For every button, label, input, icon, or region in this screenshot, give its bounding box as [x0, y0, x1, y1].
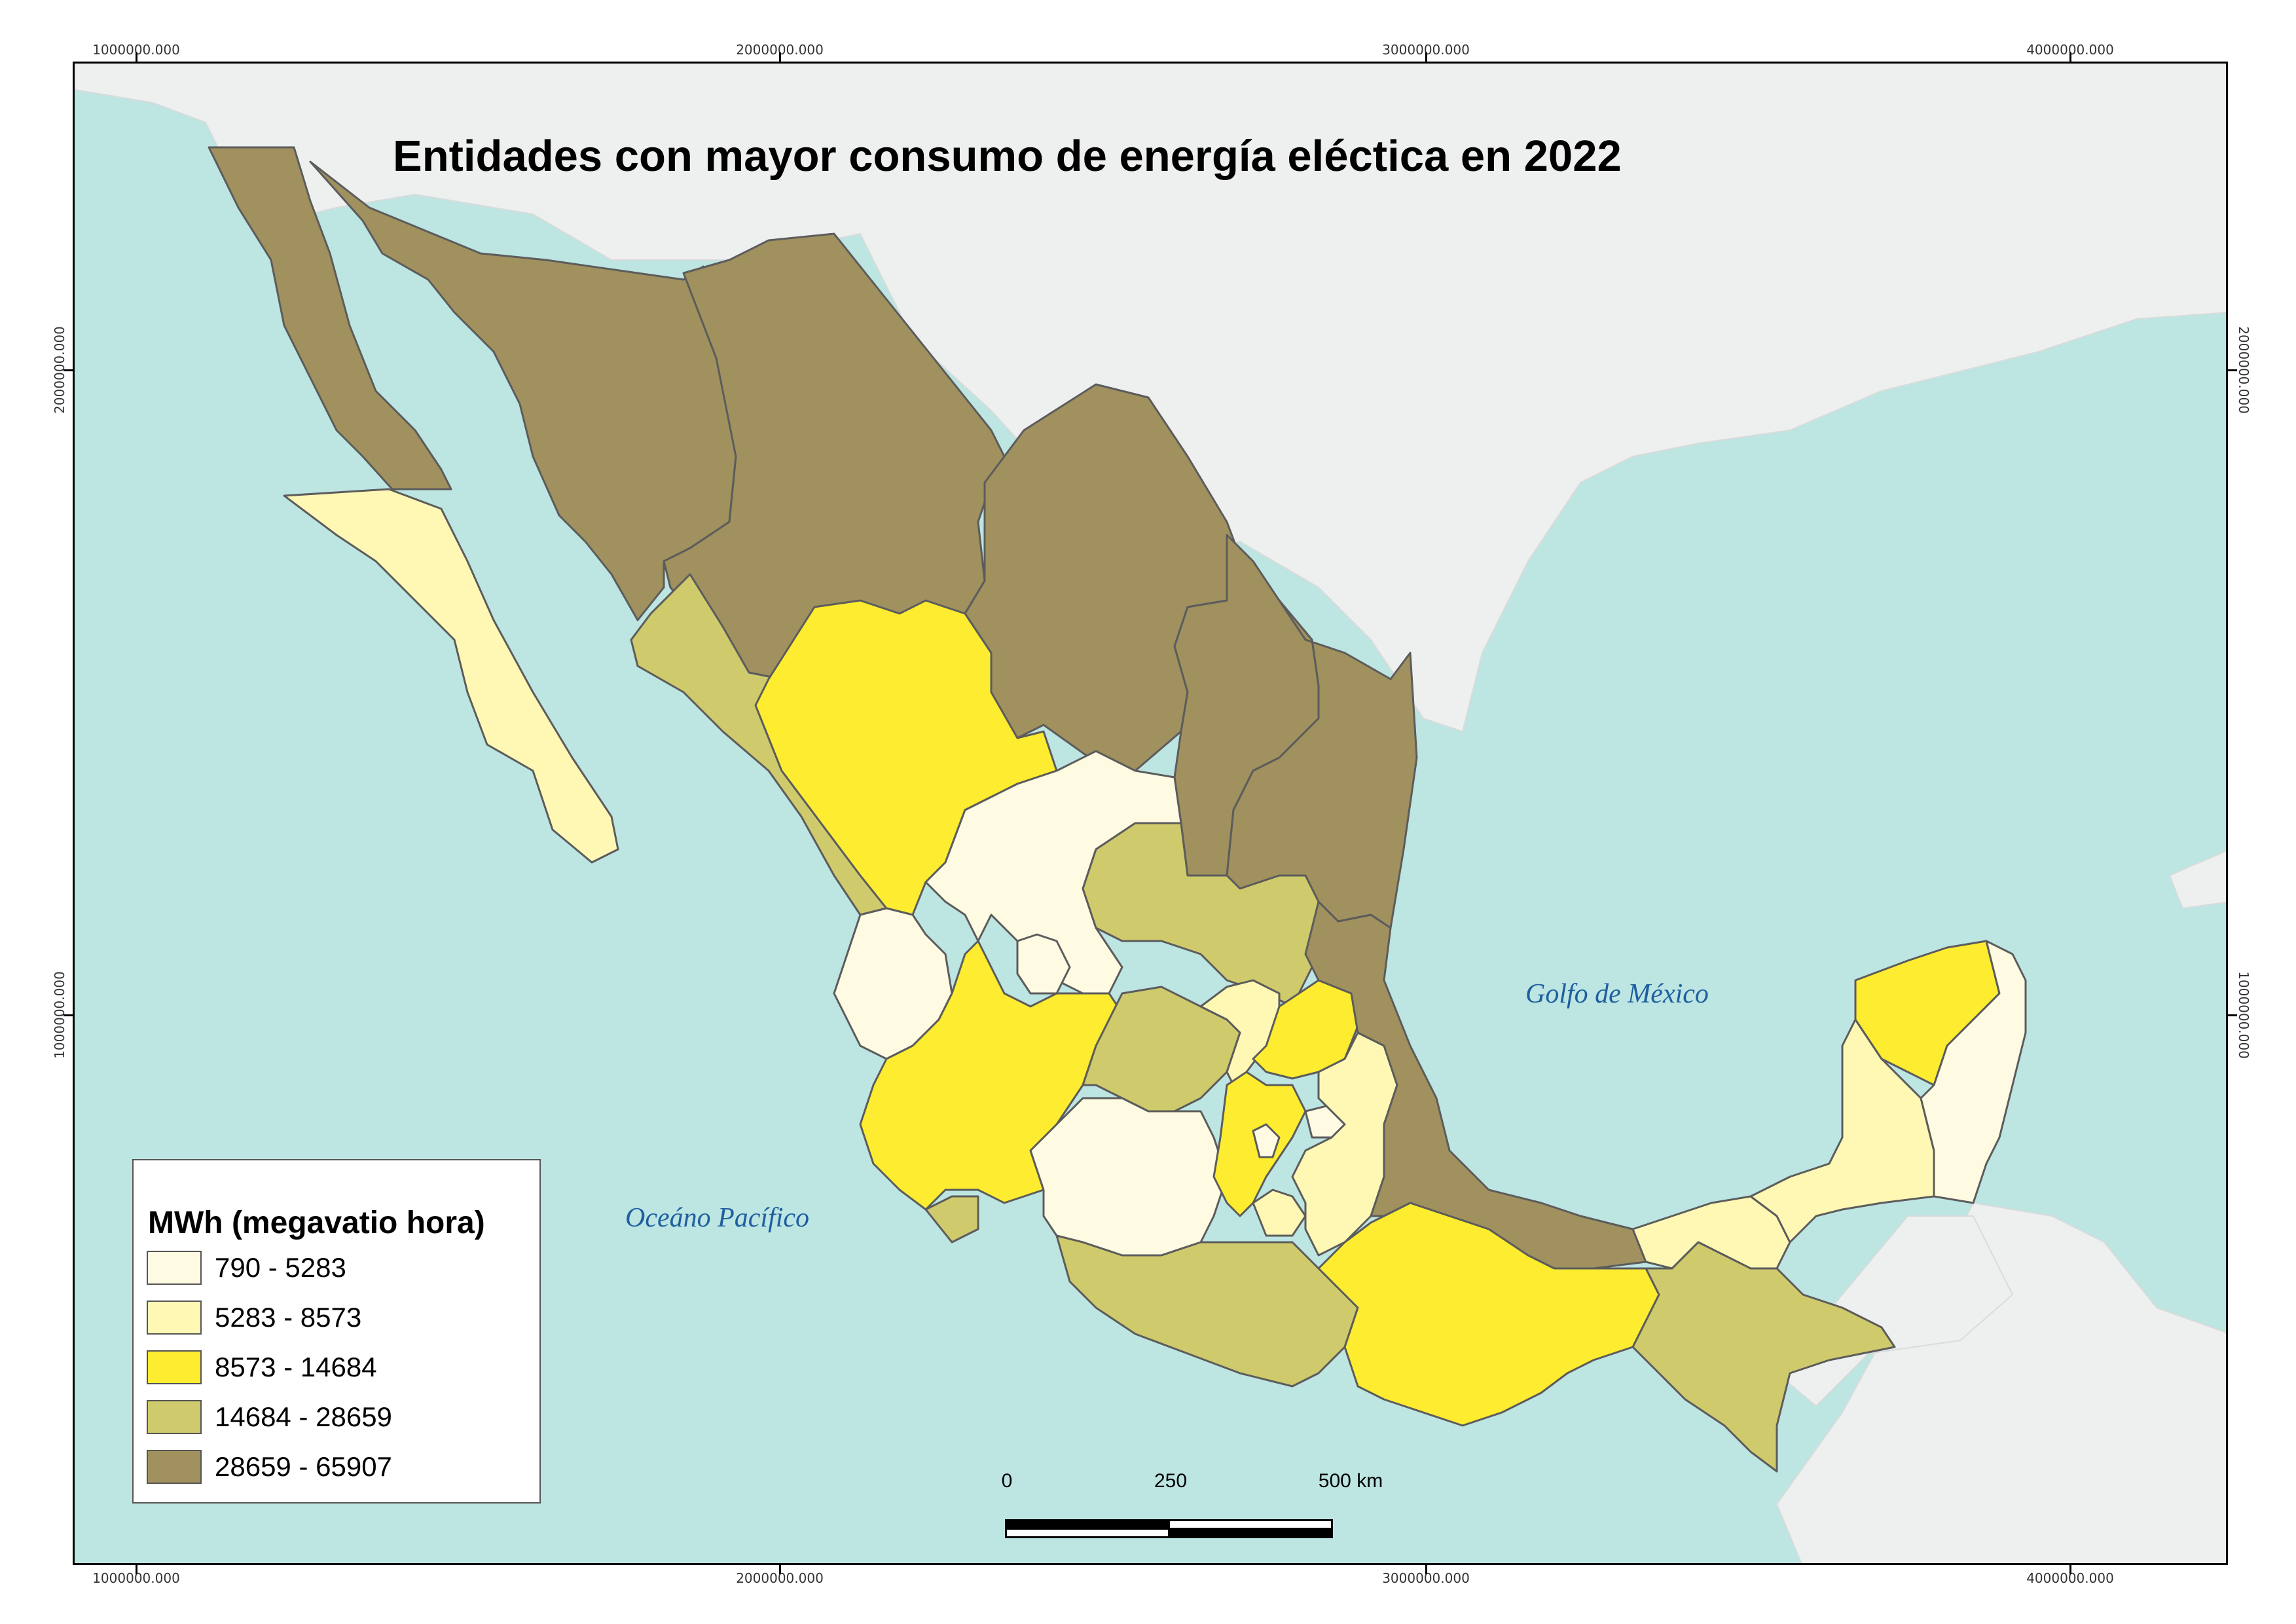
legend-label: 14684 - 28659 — [215, 1401, 392, 1432]
scale-segment-2-bottom — [1168, 1528, 1333, 1538]
tick-right-2 — [2227, 1014, 2237, 1016]
state-baja-california-sur — [283, 488, 619, 864]
coord-right-2: 1000000.000 — [2236, 971, 2251, 1059]
legend-item-5: 28659 - 65907 — [147, 1450, 526, 1484]
map-canvas[interactable] — [75, 64, 2228, 1565]
legend-swatch — [147, 1450, 202, 1484]
scale-label-0: 0 — [1001, 1470, 1013, 1492]
tick-bottom-1 — [136, 1564, 137, 1574]
legend-swatch — [147, 1350, 202, 1384]
legend-label: 8573 - 14684 — [215, 1352, 377, 1382]
scale-label-250: 250 — [1154, 1470, 1188, 1492]
state-sonora — [309, 160, 737, 621]
state-colima — [924, 1195, 979, 1244]
tick-top-4 — [2069, 52, 2071, 63]
state-guerrero — [1055, 1234, 1359, 1388]
tick-top-1 — [136, 52, 137, 63]
yucatan-east-landmass — [1776, 1202, 2226, 1563]
state-morelos — [1252, 1189, 1307, 1237]
tick-bottom-3 — [1425, 1564, 1427, 1574]
legend-label: 5283 - 8573 — [215, 1302, 362, 1333]
state-baja-california — [208, 146, 452, 490]
legend-label: 790 - 5283 — [215, 1252, 346, 1283]
tick-left-2 — [64, 1014, 74, 1016]
state-quintana-roo — [1920, 940, 2027, 1204]
scale-bar: 0 250 500 km — [1001, 1470, 1383, 1549]
legend-swatch — [147, 1301, 202, 1335]
island-cuba-edge — [2168, 850, 2226, 910]
label-golfo-de-mexico: Golfo de México — [1525, 979, 1709, 1009]
legend: MWh (megavatio hora) 790 - 5283 5283 - 8… — [132, 1159, 541, 1504]
state-cdmx — [1252, 1123, 1281, 1158]
legend-label: 28659 - 65907 — [215, 1451, 392, 1482]
legend-item-1: 790 - 5283 — [147, 1251, 526, 1285]
legend-item-4: 14684 - 28659 — [147, 1400, 526, 1434]
tick-top-3 — [1425, 52, 1427, 63]
legend-item-3: 8573 - 14684 — [147, 1350, 526, 1384]
tick-right-1 — [2227, 369, 2237, 371]
scale-segment-1-bottom — [1005, 1528, 1170, 1538]
state-michoacan — [1029, 1097, 1228, 1257]
tick-bottom-4 — [2069, 1564, 2071, 1574]
state-aguascalientes — [1016, 933, 1071, 995]
tick-left-1 — [64, 369, 74, 371]
state-chiapas — [1631, 1241, 1896, 1473]
legend-swatch — [147, 1400, 202, 1434]
label-oceano-pacifico: Oceáno Pacífico — [625, 1203, 810, 1233]
legend-item-2: 5283 - 8573 — [147, 1301, 526, 1335]
legend-swatch — [147, 1251, 202, 1285]
tick-top-2 — [779, 52, 781, 63]
map-title: Entidades con mayor consumo de energía e… — [393, 132, 1622, 181]
tick-bottom-2 — [779, 1564, 781, 1574]
legend-title: MWh (megavatio hora) — [148, 1206, 485, 1240]
scale-label-500: 500 km — [1318, 1470, 1383, 1492]
coord-right-1: 2000000.000 — [2236, 326, 2251, 414]
